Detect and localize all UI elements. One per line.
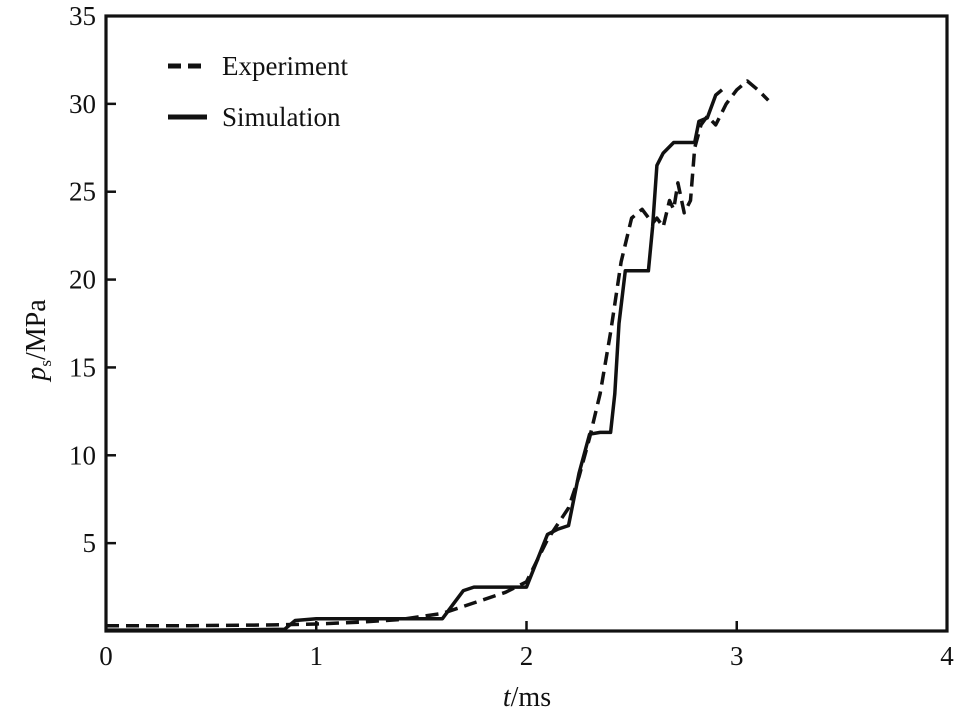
tick-labels: 0 1 2 3 4 5 10 15 20 25 30 35 — [69, 1, 954, 671]
y-tick-label-20: 20 — [69, 265, 96, 295]
y-tick-label-15: 15 — [69, 352, 96, 382]
x-tick-label-3: 3 — [730, 641, 744, 671]
y-tick-label-5: 5 — [83, 528, 97, 558]
x-tick-label-0: 0 — [99, 641, 113, 671]
legend-label-experiment: Experiment — [222, 51, 348, 81]
series-line-experiment — [106, 79, 770, 628]
series-layer — [106, 79, 770, 632]
legend: Experiment Simulation — [168, 51, 348, 132]
tick-marks — [104, 14, 949, 631]
x-tick-label-2: 2 — [520, 641, 534, 671]
y-axis-label-sub: s — [36, 360, 55, 367]
x-axis-label: t/ms — [503, 682, 551, 713]
y-tick-label-10: 10 — [69, 440, 96, 470]
y-tick-label-35: 35 — [69, 1, 96, 31]
y-tick-label-25: 25 — [69, 177, 96, 207]
x-axis-label-unit: /ms — [511, 682, 551, 713]
y-tick-label-30: 30 — [69, 89, 96, 119]
y-axis-label-var: p — [21, 367, 52, 383]
series-line-simulation — [106, 88, 724, 632]
x-axis-label-var: t — [503, 682, 512, 713]
y-axis-label-unit: /MPa — [21, 299, 52, 360]
legend-label-simulation: Simulation — [222, 102, 341, 132]
x-tick-label-4: 4 — [940, 641, 954, 671]
y-axis-label: ps/MPa — [21, 299, 55, 383]
x-tick-label-1: 1 — [310, 641, 324, 671]
